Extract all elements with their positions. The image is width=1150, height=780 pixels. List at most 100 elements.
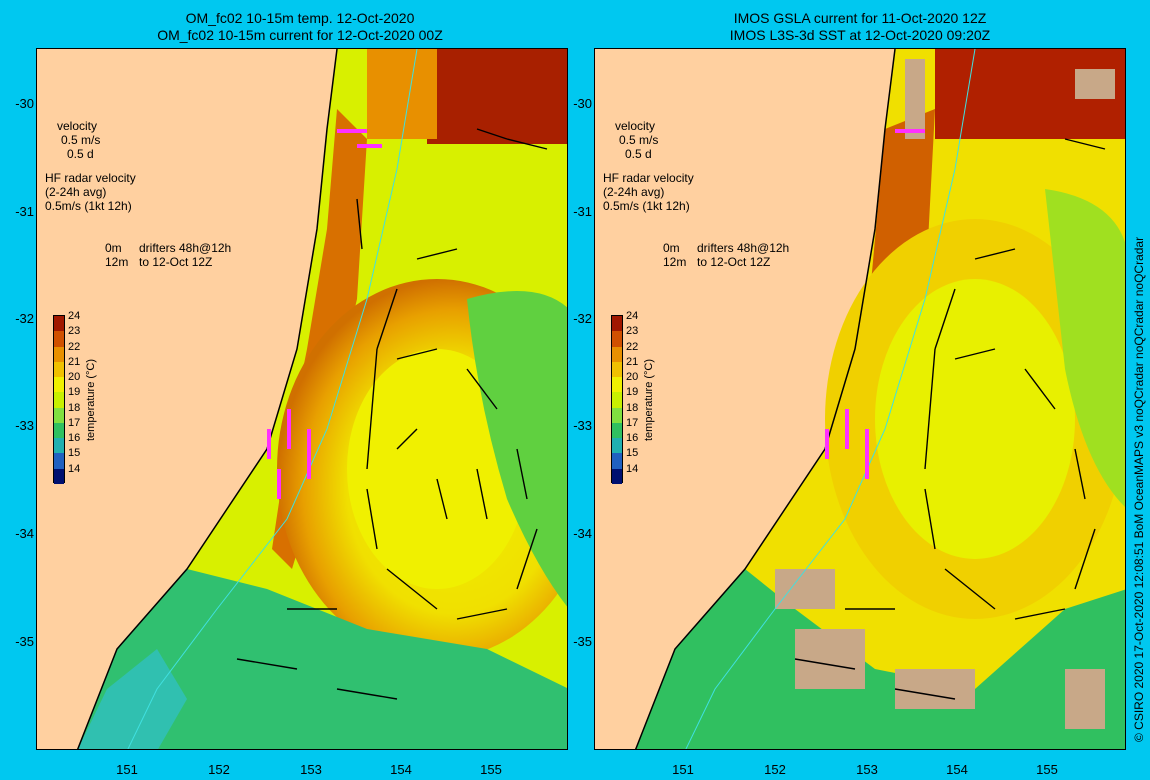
hf-radar-avg: (2-24h avg) [45,185,107,199]
colorbar: 24 23 22 21 20 19 18 17 16 15 14 [53,310,80,484]
colorbar-tick: 21 [626,355,639,368]
radar-vectors [825,129,925,479]
colorbar-tick: 16 [626,432,639,445]
y-tick: -35 [573,634,592,649]
y-tick: -34 [573,526,592,541]
colorbar-tick: 19 [68,386,81,399]
colorbar-segment [54,346,64,362]
eddy-core [347,349,527,589]
colorbar-tick: 23 [626,325,639,338]
colorbar-tick: 20 [68,371,81,384]
y-tick: -35 [15,634,34,649]
drifter-12m: 12m [663,255,687,269]
radar-vectors [267,129,382,499]
cool-south-water [635,569,1125,749]
y-tick: -32 [15,311,34,326]
drifter-date: to 12-Oct 12Z [139,255,213,269]
current-arrows [236,128,548,700]
colorbar-title: temperature (°C) [85,358,97,441]
x-tick: 151 [672,762,694,777]
y-tick: -31 [15,204,34,219]
left-title-line1: OM_fc02 10-15m temp. 12-Oct-2020 [185,10,415,26]
colorbar-tick: 23 [68,325,81,338]
colorbar-segment [54,438,64,454]
velocity-scale: 0.5 m/s [619,133,659,147]
x-tick: 152 [208,762,230,777]
y-tick: -30 [15,96,34,111]
drifter-0m: 0m [105,241,122,255]
y-tick: -30 [573,96,592,111]
current-arrows [794,138,1106,700]
colorbar-tick: 15 [626,447,639,460]
hf-radar-scale: 0.5m/s (1kt 12h) [45,199,132,213]
drifter-0m: 0m [663,241,680,255]
colorbar-segment [54,392,64,408]
x-tick: 154 [946,762,968,777]
colorbar-tick: 15 [68,447,81,460]
colorbar-title: temperature (°C) [643,358,655,441]
colorbar-tick: 24 [626,310,639,322]
x-tick: 152 [764,762,786,777]
colorbar-tick: 18 [626,401,639,414]
colorbar-segment [612,392,622,408]
colorbar-tick: 22 [68,340,81,353]
colorbar-segment [612,468,622,484]
colorbar-tick: 21 [68,355,81,368]
colorbar-segment [612,407,622,423]
left-panel-title: OM_fc02 10-15m temp. 12-Oct-2020 OM_fc02… [20,10,580,44]
hf-radar-title: HF radar velocity [45,171,136,185]
y-tick: -32 [573,311,592,326]
cool-coastal-water [77,649,187,749]
colorbar-segment [612,361,622,378]
colorbar-tick: 19 [626,386,639,399]
right-title-line2: IMOS L3S-3d SST at 12-Oct-2020 09:20Z [729,27,991,43]
colorbar-tick: 14 [626,462,639,475]
colorbar-segment [612,331,622,347]
drifter-48h: drifters 48h@12h [697,241,790,255]
x-tick: 153 [300,762,322,777]
y-tick: -34 [15,526,34,541]
velocity-days: 0.5 d [67,147,94,161]
warm-north-band [427,49,567,144]
colorbar-segment [54,361,64,378]
colorbar-segment [54,468,64,484]
cool-east-water [1045,189,1125,507]
y-tick: -33 [573,418,592,433]
hf-radar-scale: 0.5m/s (1kt 12h) [603,199,690,213]
x-tick: 151 [116,762,138,777]
velocity-label: velocity [615,119,656,133]
credit-text: © CSIRO 2020 17-Oct-2020 12:08:51 BoM Oc… [1132,236,1146,742]
colorbar-segment [54,316,64,332]
right-map-svg [634,49,1125,749]
colorbar-tick: 20 [626,371,639,384]
x-tick: 155 [480,762,502,777]
colorbar-segment [54,331,64,347]
colorbar-segment [54,377,64,393]
y-tick: -33 [15,418,34,433]
colorbar-segment [54,422,64,439]
cool-east-water [467,291,567,607]
left-map-svg [76,49,567,749]
colorbar-tick: 17 [626,416,639,429]
hf-radar-title: HF radar velocity [603,171,694,185]
colorbar-segment [612,453,622,469]
colorbar-segment [612,346,622,362]
hf-radar-avg: (2-24h avg) [603,185,665,199]
right-map-panel: velocity 0.5 m/s 0.5 d HF radar velocity… [594,48,1126,750]
colorbar-segment [612,316,622,332]
x-tick: 154 [390,762,412,777]
y-tick: -31 [573,204,592,219]
cool-south-water [77,569,567,749]
left-map-panel: velocity 0.5 m/s 0.5 d HF radar velocity… [36,48,568,750]
colorbar-segment [612,438,622,454]
velocity-days: 0.5 d [625,147,652,161]
drifter-date: to 12-Oct 12Z [697,255,771,269]
colorbar-segment [54,453,64,469]
colorbar-tick: 18 [68,401,81,414]
right-title-line1: IMOS GSLA current for 11-Oct-2020 12Z [733,10,987,26]
colorbar-segment [54,407,64,423]
warm-north-edge [367,49,437,139]
velocity-label: velocity [57,119,98,133]
left-title-line2: OM_fc02 10-15m current for 12-Oct-2020 0… [157,27,443,43]
velocity-scale: 0.5 m/s [61,133,101,147]
